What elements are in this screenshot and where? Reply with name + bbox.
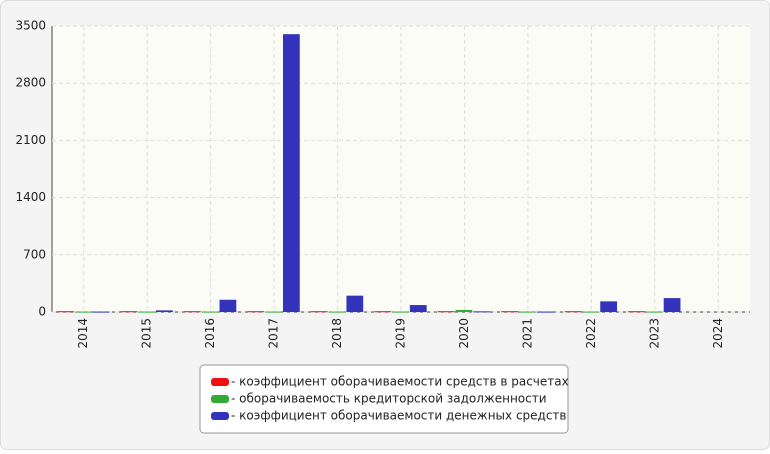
bar	[663, 298, 681, 312]
x-tick-label: 2016	[203, 318, 217, 349]
bar	[201, 311, 219, 313]
legend-swatch	[211, 412, 229, 420]
x-tick-label: 2018	[330, 318, 344, 349]
bar	[536, 311, 554, 313]
bar	[455, 309, 473, 312]
bar	[564, 311, 582, 313]
legend-swatch	[211, 378, 229, 386]
x-tick-label: 2020	[457, 318, 471, 349]
x-tick-label: 2015	[140, 318, 154, 349]
bar	[645, 311, 663, 313]
bar	[74, 311, 92, 313]
bar	[374, 311, 392, 313]
bar	[519, 311, 536, 313]
x-tick-label: 2014	[76, 318, 90, 349]
bar	[328, 311, 346, 313]
bar	[437, 311, 455, 313]
legend-swatch	[211, 395, 229, 403]
y-tick-label: 0	[38, 305, 46, 319]
bar	[310, 311, 328, 313]
bar	[582, 311, 600, 313]
x-tick-label: 2017	[267, 318, 281, 349]
x-tick-label: 2021	[520, 318, 534, 349]
x-tick-label: 2019	[394, 318, 408, 349]
bar	[92, 311, 110, 313]
bar	[57, 311, 74, 313]
x-tick-label: 2023	[647, 318, 661, 349]
bar	[392, 311, 409, 313]
legend	[199, 364, 569, 434]
legend-label: - коэффициент оборачиваемости денежных с…	[231, 409, 567, 423]
bar	[183, 311, 201, 313]
bar	[120, 311, 138, 313]
bar	[346, 295, 364, 312]
bar	[628, 311, 645, 313]
bar	[156, 310, 173, 312]
bar	[138, 311, 156, 313]
x-tick-label: 2024	[711, 318, 725, 349]
y-tick-label: 700	[23, 247, 46, 261]
y-tick-label: 3500	[15, 19, 46, 33]
legend-label: - оборачиваемость кредиторской задолженн…	[231, 392, 547, 406]
bar	[282, 34, 300, 313]
y-tick-label: 2800	[15, 76, 46, 90]
bar	[600, 301, 618, 312]
bar	[501, 311, 519, 313]
legend-label: - коэффициент оборачиваемости средств в …	[231, 375, 569, 389]
bar	[265, 311, 282, 313]
y-tick-label: 1400	[15, 190, 46, 204]
bar	[219, 299, 237, 312]
x-tick-label: 2022	[584, 318, 598, 349]
y-tick-label: 2100	[15, 133, 46, 147]
bar	[247, 311, 265, 313]
bar	[409, 305, 427, 312]
bar	[473, 311, 491, 313]
